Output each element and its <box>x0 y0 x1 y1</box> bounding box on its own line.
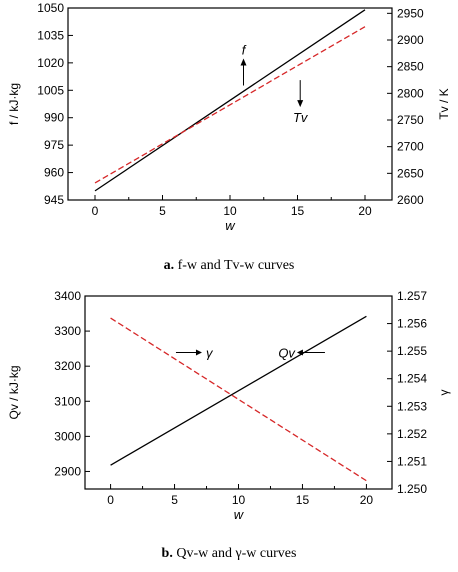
panel-b-yleft-axis-label: Qv / kJ·kg <box>7 365 21 419</box>
panel-b-yright-tick-label: 1.253 <box>397 399 427 413</box>
panel-a-yright-tick-label: 2600 <box>397 193 424 207</box>
caption-b-text: Qv-w and γ-w curves <box>176 546 297 561</box>
panel-b-yright-tick-label: 1.256 <box>397 317 427 331</box>
panel-b-yright-tick-label: 1.251 <box>397 454 427 468</box>
panel-a-yleft-tick-label: 1020 <box>37 56 64 70</box>
caption-b-letter: b. <box>161 546 173 561</box>
caption-a: a. f-w and Tv-w curves <box>0 258 458 274</box>
panel-b-annotation-1-label: Qv <box>278 345 296 360</box>
panel-b-yleft-tick-label: 2900 <box>54 464 81 478</box>
panel-a-yleft-tick-label: 960 <box>44 166 64 180</box>
panel-a-annotation-0-arrowhead <box>240 58 247 66</box>
panel-a-series-line-0 <box>94 9 366 192</box>
panel-b-chart: 0 5 10 15 20 2900 3000 3100 3200 3300 3400 1.250 1.2… <box>7 289 451 522</box>
panel-b-series-line-0 <box>110 315 367 466</box>
panel-b-x-tick-label: 15 <box>296 493 310 507</box>
panel-a-yleft-tick-label: 1005 <box>37 83 64 97</box>
panel-b-x-tick-label: 10 <box>232 493 246 507</box>
panel-b-annotation-0-arrowhead <box>195 349 202 356</box>
panel-a-x-tick-label: 15 <box>291 204 305 218</box>
panel-a-x-axis-label: w <box>225 218 236 233</box>
panel-a-chart: 0 5 10 15 20 945 960 975 990 1005 1020 1035 1050 2600… <box>7 1 451 233</box>
caption-a-text: f-w and Tv-w curves <box>177 258 295 273</box>
panel-a-yleft-tick-label: 945 <box>44 193 64 207</box>
panel-b-yright-tick-label: 1.255 <box>397 344 427 358</box>
panel-b-annotation-0-label: γ <box>206 345 214 360</box>
panel-a-yright-tick-label: 2950 <box>397 6 424 20</box>
panel-a-series-line-1 <box>94 26 366 184</box>
panel-a-annotation-1-arrowhead <box>297 100 304 108</box>
panel-b-yright-tick-label: 1.257 <box>397 289 427 303</box>
caption-a-letter: a. <box>163 258 175 273</box>
panel-a-x-tick-label: 5 <box>159 204 166 218</box>
panel-a-yleft-tick-label: 1050 <box>37 1 64 15</box>
panel-a-annotation-0-label: f <box>242 42 247 57</box>
panel-a-x-tick-label: 0 <box>92 204 99 218</box>
panel-b-yleft-tick-label: 3300 <box>54 324 81 338</box>
panel-a-yright-tick-label: 2750 <box>397 113 424 127</box>
panel-b-yleft-tick-label: 3400 <box>54 289 81 303</box>
panel-a-x-tick-label: 20 <box>358 204 372 218</box>
panel-a-annotation-1-label: Tv <box>293 110 309 125</box>
panel-b-x-tick-label: 0 <box>107 493 114 507</box>
panel-a-yright-tick-label: 2650 <box>397 166 424 180</box>
panel-b-x-tick-label: 5 <box>171 493 178 507</box>
panel-b-x-tick-label: 20 <box>360 493 374 507</box>
panel-a-yleft-axis-label: f / kJ·kg <box>7 83 21 125</box>
panel-b-yright-tick-label: 1.254 <box>397 372 427 386</box>
panel-b-x-axis-label: w <box>234 507 245 522</box>
panel-a-yright-tick-label: 2800 <box>397 86 424 100</box>
panel-b-yleft-tick-label: 3100 <box>54 394 81 408</box>
panel-b-yright-tick-label: 1.252 <box>397 427 427 441</box>
panel-a-yright-tick-label: 2900 <box>397 33 424 47</box>
panel-b-annotation-1-arrowhead <box>296 349 303 356</box>
panel-b-yleft-tick-label: 3000 <box>54 429 81 443</box>
panel-a-yleft-tick-label: 1035 <box>37 28 64 42</box>
panel-b-yright-tick-label: 1.250 <box>397 482 427 496</box>
panel-b-plot-frame <box>84 295 393 490</box>
panel-a-x-tick-label: 10 <box>223 204 237 218</box>
panel-a-yleft-tick-label: 975 <box>44 138 64 152</box>
panel-a-plot-frame <box>67 7 393 201</box>
caption-b: b. Qv-w and γ-w curves <box>0 546 458 562</box>
panel-b-series-line-1 <box>110 317 367 482</box>
panel-a-yright-tick-label: 2700 <box>397 140 424 154</box>
panel-b-yright-axis-label: γ <box>437 390 451 396</box>
panel-a-yright-axis-label: Tv / K <box>437 88 451 119</box>
panel-b-yleft-tick-label: 3200 <box>54 359 81 373</box>
panel-a-yleft-tick-label: 990 <box>44 111 64 125</box>
panel-a-yright-tick-label: 2850 <box>397 60 424 74</box>
